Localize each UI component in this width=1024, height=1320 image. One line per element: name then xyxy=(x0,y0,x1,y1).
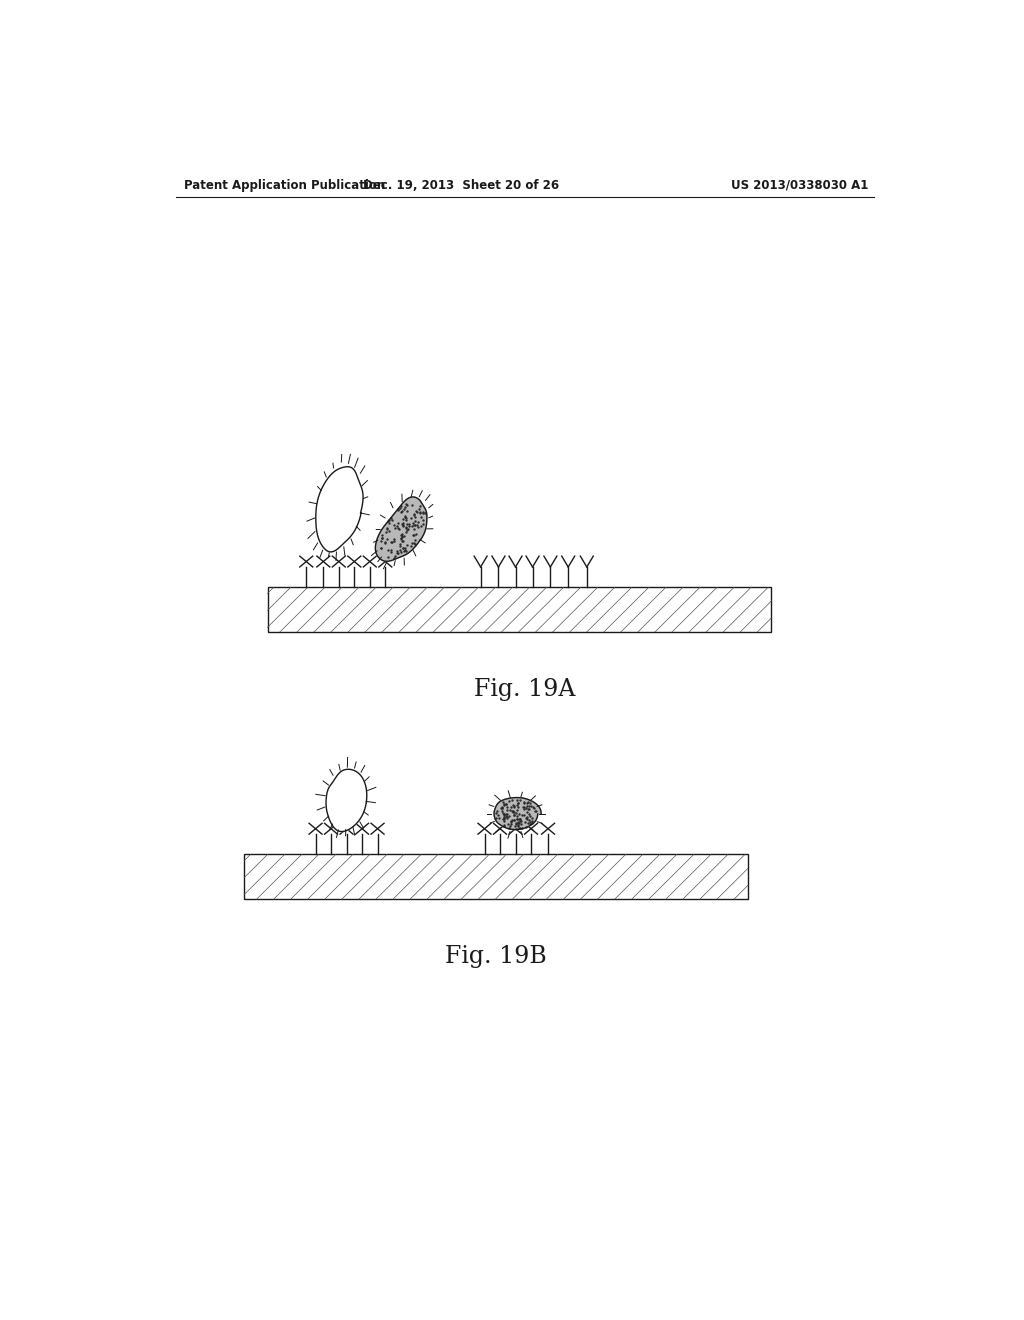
Text: Fig. 19A: Fig. 19A xyxy=(474,678,575,701)
Bar xyxy=(267,587,771,632)
Text: US 2013/0338030 A1: US 2013/0338030 A1 xyxy=(731,178,868,191)
Polygon shape xyxy=(494,797,541,829)
Text: Fig. 19B: Fig. 19B xyxy=(445,945,547,969)
Polygon shape xyxy=(326,770,367,832)
Bar xyxy=(245,854,748,899)
Text: Dec. 19, 2013  Sheet 20 of 26: Dec. 19, 2013 Sheet 20 of 26 xyxy=(364,178,559,191)
Text: Patent Application Publication: Patent Application Publication xyxy=(183,178,385,191)
Polygon shape xyxy=(315,467,364,552)
Polygon shape xyxy=(376,496,427,561)
